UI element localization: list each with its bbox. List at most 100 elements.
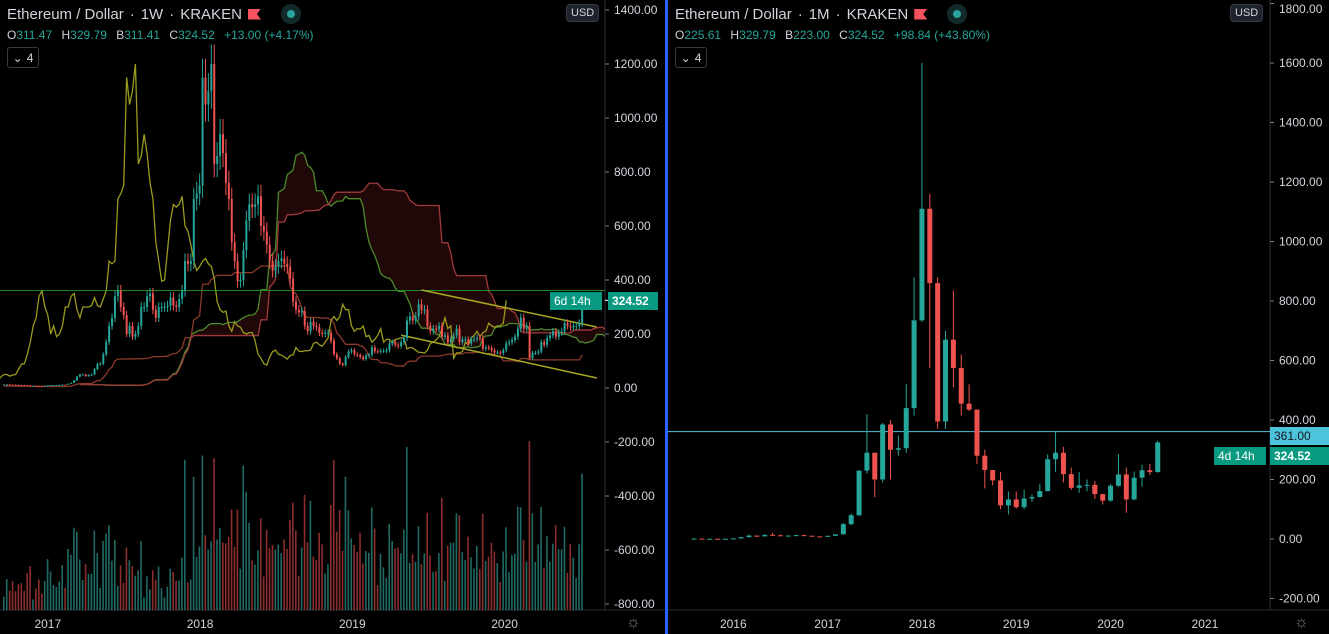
- candle-body: [895, 448, 901, 450]
- volume-bar: [283, 539, 285, 610]
- volume-bar: [76, 531, 78, 610]
- weekly-chart-canvas[interactable]: 1400.00 1200.00 1000.00 800.00 600.00 400.00 2…: [0, 0, 665, 634]
- currency-button[interactable]: USD: [1230, 4, 1264, 22]
- candle-body: [262, 226, 265, 232]
- interval[interactable]: 1M: [808, 5, 830, 23]
- candle-body: [470, 339, 473, 344]
- y-tick-label: -800.00: [614, 597, 655, 611]
- volume-bar: [172, 571, 174, 610]
- candle-body: [476, 337, 479, 339]
- volume-bar: [359, 532, 361, 610]
- volume-bar: [321, 544, 323, 610]
- volume-bar: [505, 527, 507, 610]
- volume-bar: [554, 525, 557, 610]
- candle-body: [76, 376, 78, 381]
- volume-bar: [341, 550, 344, 610]
- volume-bar: [230, 509, 233, 610]
- volume-bar: [236, 509, 239, 610]
- candle-body: [546, 338, 549, 345]
- market-status-icon[interactable]: [280, 4, 301, 24]
- candle-body: [219, 134, 222, 156]
- weekly-chart-pane[interactable]: 1400.00 1200.00 1000.00 800.00 600.00 400.00 2…: [0, 0, 665, 634]
- volume-bar: [549, 561, 551, 610]
- currency-button[interactable]: USD: [566, 4, 600, 22]
- volume-bar: [166, 586, 169, 610]
- volume-bar: [49, 571, 52, 610]
- candle-body: [245, 220, 248, 251]
- x-tick-label: 2020: [491, 617, 518, 631]
- x-tick-label: 2018: [909, 617, 936, 631]
- candle-body: [201, 77, 204, 186]
- volume-bar: [522, 539, 525, 610]
- candle-body: [441, 325, 443, 337]
- monthly-chart-pane[interactable]: 1800.00 1600.00 1400.00 1200.00 1000.00 800.0…: [668, 0, 1329, 634]
- candle-body: [825, 535, 831, 537]
- volume-bar: [385, 577, 388, 610]
- volume-bar: [572, 557, 574, 610]
- volume-bar: [540, 506, 542, 610]
- candle-body: [572, 325, 575, 328]
- volume-bar: [213, 458, 215, 610]
- volume-bar: [490, 542, 493, 610]
- candle-body: [178, 298, 181, 307]
- y-tick-label: 200.00: [1279, 473, 1316, 487]
- candle-body: [46, 385, 49, 387]
- candle-body: [490, 348, 493, 351]
- symbol-name[interactable]: Ethereum / Dollar: [675, 5, 792, 23]
- price-label: 324.52: [1270, 447, 1329, 465]
- volume-bar: [87, 573, 90, 610]
- candle-body: [1013, 499, 1019, 508]
- volume-bar: [514, 553, 516, 610]
- monthly-chart-canvas[interactable]: 1800.00 1600.00 1400.00 1200.00 1000.00 800.0…: [668, 0, 1329, 634]
- settings-gear-icon[interactable]: ☼: [626, 614, 641, 631]
- candle-body: [102, 354, 105, 364]
- candle-body: [166, 305, 169, 307]
- flag-icon[interactable]: [247, 8, 261, 20]
- symbol-name[interactable]: Ethereum / Dollar: [7, 5, 124, 23]
- candle-body: [730, 538, 736, 540]
- volume-bar: [198, 546, 201, 610]
- candle-body: [338, 358, 341, 364]
- volume-bar: [473, 568, 475, 610]
- settings-gear-icon[interactable]: ☼: [1294, 614, 1309, 631]
- market-status-icon[interactable]: [947, 4, 968, 24]
- candle-body: [111, 317, 114, 326]
- candle-body: [911, 320, 917, 409]
- volume-bar: [306, 542, 309, 610]
- flag-icon[interactable]: [914, 8, 928, 20]
- volume-bar: [429, 555, 431, 610]
- candle-body: [52, 385, 55, 387]
- volume-bar: [511, 554, 513, 610]
- candle-body: [309, 321, 312, 332]
- volume-bar: [113, 540, 116, 610]
- candle-body: [505, 343, 508, 351]
- candle-body: [335, 354, 338, 359]
- candle-body: [754, 535, 760, 537]
- y-tick-label: 800.00: [614, 165, 651, 179]
- candle-body: [715, 538, 721, 540]
- candle-body: [143, 307, 146, 308]
- candle-body: [151, 293, 154, 310]
- candle-body: [1037, 491, 1043, 498]
- candle-body: [344, 356, 347, 366]
- candle-body: [55, 385, 58, 387]
- interval[interactable]: 1W: [140, 5, 164, 23]
- pane-separator[interactable]: [665, 0, 668, 634]
- indicators-toggle-button[interactable]: ⌄ 4: [675, 47, 707, 68]
- separator-dot: ·: [169, 5, 175, 23]
- candle-body: [557, 332, 560, 337]
- volume-bar: [163, 597, 166, 610]
- candle-body: [888, 424, 893, 450]
- candle-body: [793, 535, 799, 537]
- candle-body: [195, 193, 198, 199]
- separator-dot: ·: [797, 5, 803, 23]
- candle-body: [96, 364, 99, 370]
- candle-body: [525, 325, 528, 329]
- candle-body: [903, 408, 909, 449]
- indicators-toggle-button[interactable]: ⌄ 4: [7, 47, 39, 68]
- candle-body: [563, 323, 566, 332]
- volume-bar: [58, 581, 61, 610]
- candle-body: [321, 332, 324, 334]
- candle-body: [379, 350, 382, 352]
- candle-body: [511, 339, 514, 343]
